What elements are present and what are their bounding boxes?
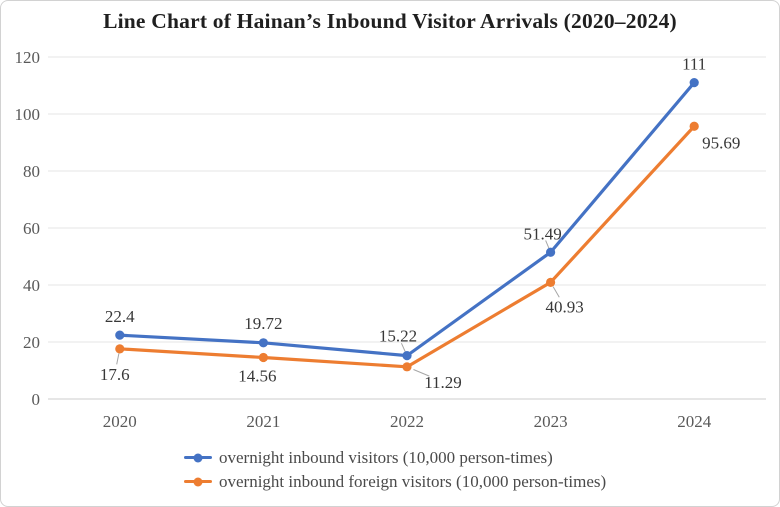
x-tick-label: 2024	[677, 412, 712, 431]
data-label: 22.4	[105, 307, 135, 326]
data-label: 40.93	[545, 297, 583, 316]
y-tick-label: 100	[15, 105, 41, 124]
leader-line	[552, 286, 560, 298]
leader-line	[413, 369, 430, 377]
data-label: 51.49	[523, 224, 561, 243]
y-tick-label: 80	[23, 162, 40, 181]
data-point-marker	[546, 277, 556, 287]
data-label: 95.69	[702, 133, 740, 152]
legend-line-marker-icon	[184, 476, 212, 487]
data-point-marker	[258, 352, 268, 363]
data-point-marker	[546, 247, 556, 257]
y-tick-label: 0	[32, 390, 41, 409]
y-tick-label: 60	[23, 219, 40, 238]
chart-legend: overnight inbound visitors (10,000 perso…	[184, 446, 606, 493]
leader-line	[545, 240, 550, 250]
data-point-marker	[689, 78, 699, 88]
y-tick-label: 20	[23, 333, 40, 352]
legend-label: overnight inbound visitors (10,000 perso…	[219, 447, 553, 467]
data-point-marker	[402, 362, 412, 372]
data-label: 19.72	[244, 314, 282, 333]
legend-label: overnight inbound foreign visitors (10,0…	[219, 471, 607, 491]
data-label: 15.22	[379, 327, 417, 346]
data-point-marker	[258, 338, 268, 348]
leader-line	[116, 353, 120, 365]
data-point-marker	[115, 330, 125, 340]
x-tick-label: 2021	[246, 412, 280, 431]
legend-item-overnight-inbound-foreign-visitors: overnight inbound foreign visitors (10,0…	[184, 470, 606, 493]
x-tick-label: 2022	[390, 412, 424, 431]
data-label: 17.6	[100, 365, 130, 384]
legend-dot-icon	[193, 477, 203, 486]
leader-line	[400, 343, 406, 353]
legend-item-overnight-inbound-visitors: overnight inbound visitors (10,000 perso…	[184, 446, 606, 469]
x-tick-label: 2023	[534, 412, 568, 431]
y-tick-label: 40	[23, 276, 40, 295]
data-point-marker	[689, 121, 699, 131]
x-tick-label: 2020	[103, 412, 137, 431]
data-point-marker	[115, 344, 125, 354]
legend-dot-icon	[193, 453, 203, 462]
legend-line-marker-icon	[184, 452, 212, 463]
y-tick-label: 120	[15, 48, 41, 67]
data-label: 11.29	[424, 373, 462, 392]
data-point-marker	[402, 351, 412, 361]
data-label: 14.56	[238, 367, 276, 386]
chart-title: Line Chart of Hainan’s Inbound Visitor A…	[103, 9, 677, 33]
data-label: 111	[682, 55, 706, 74]
